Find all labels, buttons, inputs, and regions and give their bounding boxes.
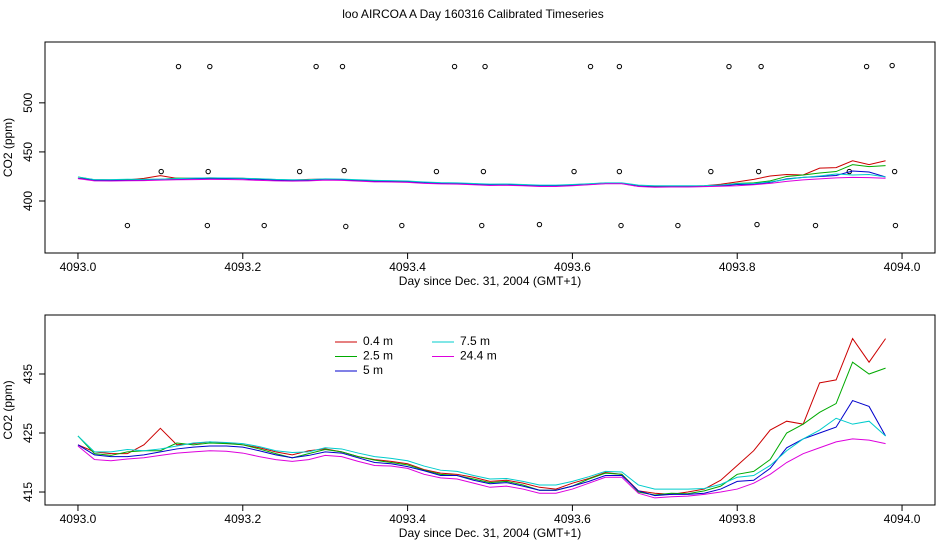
x-tick-label: 4093.2 [224,260,261,274]
series-line [77,438,886,499]
y-tick-label: 425 [21,423,35,443]
point [341,167,347,174]
point [536,221,543,228]
legend-label: 24.4 m [460,349,497,363]
x-tick-label: 4093.0 [60,260,97,274]
point [616,168,623,175]
legend-label: 0.4 m [363,334,393,348]
point [296,168,303,175]
point [891,168,898,175]
point [399,222,405,229]
point [726,63,732,70]
x-tick-label: 4094.0 [884,260,921,274]
point [708,168,714,175]
point [207,63,213,70]
y-axis-label: CO2 (ppm) [1,118,15,177]
point [204,222,211,229]
series-line [77,170,886,188]
point [124,222,131,229]
point [158,168,164,175]
y-axis-label: CO2 (ppm) [1,380,15,439]
point [480,168,487,175]
plot-frame [44,314,936,506]
point [205,168,211,175]
plot-frame [44,41,936,254]
series-line [77,173,886,187]
point [175,63,182,70]
series-line [77,176,886,188]
series-line [77,399,886,497]
point [616,63,623,70]
point [755,168,762,175]
y-tick-label: 435 [21,364,35,384]
legend-label: 7.5 m [460,334,490,348]
series-line [77,361,886,496]
point [433,168,440,175]
point [863,63,870,70]
legend-label: 5 m [363,363,383,377]
point [675,222,681,229]
point [343,223,349,230]
x-axis-label: Day since Dec. 31, 2004 (GMT+1) [399,526,581,540]
series-line [77,417,886,490]
point [618,222,624,229]
point [758,63,764,70]
point [892,222,899,229]
legend-label: 2.5 m [363,349,393,363]
point [482,63,488,70]
point [587,63,594,70]
point [479,222,485,229]
x-axis-label: Day since Dec. 31, 2004 (GMT+1) [399,274,581,288]
x-tick-label: 4093.6 [554,512,591,526]
x-tick-label: 4093.6 [554,260,591,274]
y-tick-label: 415 [21,482,35,502]
point [339,63,346,70]
point [451,63,458,70]
point [313,63,319,70]
point [261,222,267,229]
x-tick-label: 4093.8 [719,260,756,274]
point [571,168,577,175]
x-tick-label: 4093.4 [389,512,426,526]
y-tick-label: 450 [21,142,35,162]
x-tick-label: 4093.0 [60,512,97,526]
y-tick-label: 500 [21,93,35,113]
point [812,222,819,229]
y-tick-label: 400 [21,191,35,211]
point [889,62,895,69]
point [754,221,760,228]
x-tick-label: 4093.4 [389,260,426,274]
x-tick-label: 4094.0 [884,512,921,526]
x-tick-label: 4093.8 [719,512,756,526]
chart-title: loo AIRCOA A Day 160316 Calibrated Times… [342,7,603,21]
x-tick-label: 4093.2 [224,512,261,526]
